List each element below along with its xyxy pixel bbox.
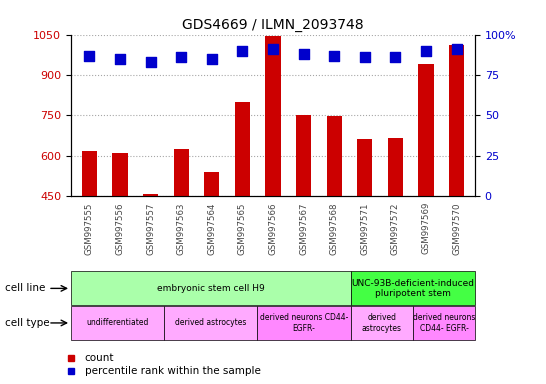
Text: cell line: cell line — [5, 283, 46, 293]
Text: derived neurons
CD44- EGFR-: derived neurons CD44- EGFR- — [413, 313, 475, 333]
Text: undifferentiated: undifferentiated — [86, 318, 149, 328]
Text: count: count — [85, 353, 114, 363]
Point — [238, 48, 247, 54]
Text: derived astrocytes: derived astrocytes — [175, 318, 247, 328]
Point — [116, 56, 124, 62]
Bar — [449, 45, 464, 196]
Bar — [204, 172, 219, 196]
Point — [391, 54, 400, 60]
Point — [85, 53, 94, 59]
Bar — [112, 153, 128, 196]
Bar — [265, 36, 281, 196]
Bar — [235, 102, 250, 196]
Point — [422, 48, 430, 54]
Text: UNC-93B-deficient-induced
pluripotent stem: UNC-93B-deficient-induced pluripotent st… — [352, 279, 474, 298]
Bar — [418, 64, 434, 196]
Bar — [388, 138, 403, 196]
Point — [177, 54, 186, 60]
Text: embryonic stem cell H9: embryonic stem cell H9 — [157, 284, 265, 293]
Point — [269, 46, 277, 52]
Bar — [296, 115, 311, 196]
Text: cell type: cell type — [5, 318, 50, 328]
Point — [452, 46, 461, 52]
Bar — [327, 116, 342, 196]
Bar — [174, 149, 189, 196]
Point — [146, 59, 155, 65]
Point — [299, 51, 308, 57]
Point — [360, 54, 369, 60]
Bar — [82, 151, 97, 196]
Text: derived
astrocytes: derived astrocytes — [362, 313, 402, 333]
Point — [330, 53, 339, 59]
Bar — [357, 139, 372, 196]
Text: derived neurons CD44-
EGFR-: derived neurons CD44- EGFR- — [260, 313, 348, 333]
Title: GDS4669 / ILMN_2093748: GDS4669 / ILMN_2093748 — [182, 18, 364, 32]
Bar — [143, 194, 158, 196]
Point — [207, 56, 216, 62]
Text: percentile rank within the sample: percentile rank within the sample — [85, 366, 260, 376]
